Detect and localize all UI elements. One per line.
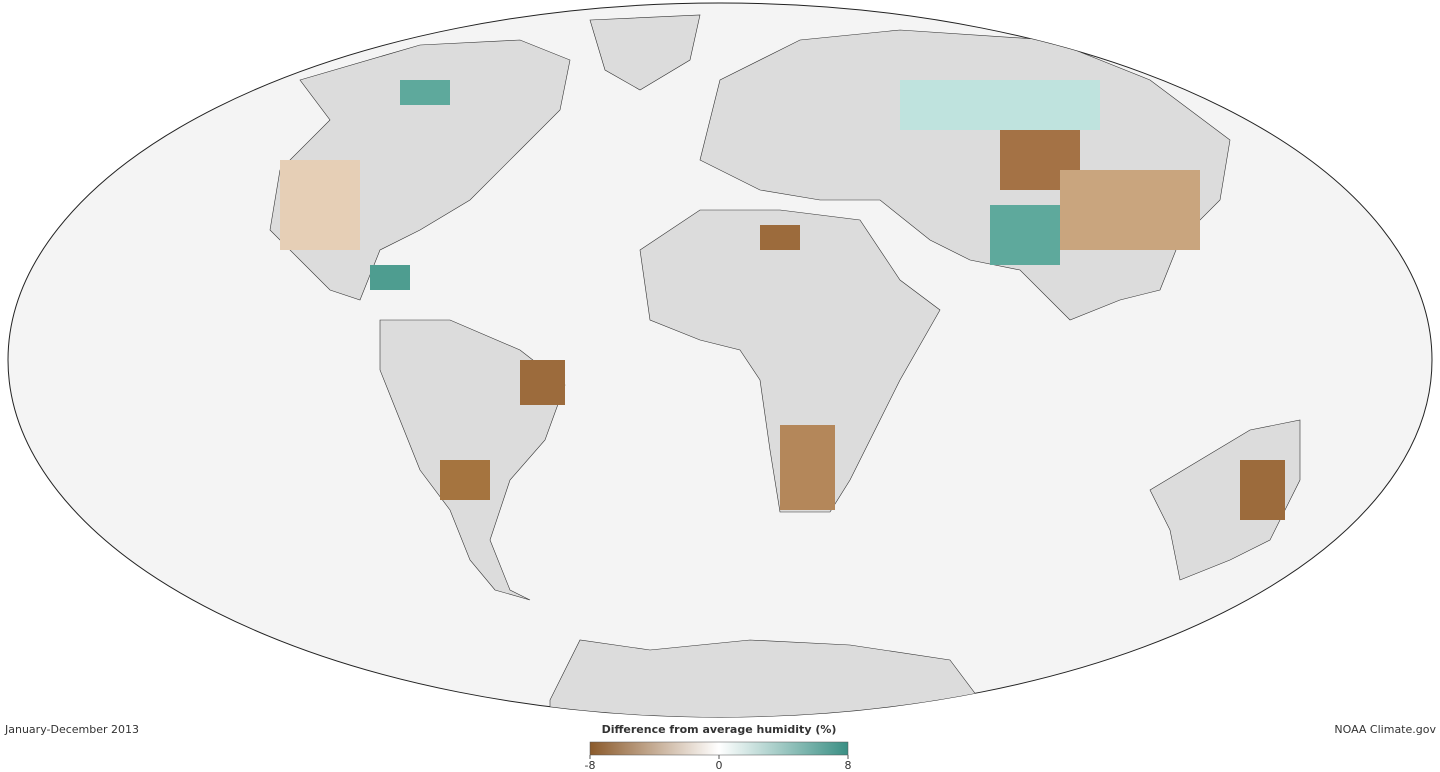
africa bbox=[639, 209, 941, 513]
cell bbox=[780, 425, 835, 510]
cell bbox=[520, 360, 565, 405]
antarctica bbox=[549, 639, 981, 717]
land-masses bbox=[269, 14, 1301, 717]
legend-tick-label: -8 bbox=[585, 759, 596, 772]
cell bbox=[900, 80, 1100, 130]
color-bar bbox=[589, 741, 849, 756]
legend-tick-label: 0 bbox=[716, 759, 723, 772]
cell bbox=[280, 160, 360, 250]
legend-title: Difference from average humidity (%) bbox=[602, 723, 837, 736]
cell bbox=[1060, 170, 1200, 250]
cell bbox=[990, 205, 1060, 265]
legend-tick-label: 8 bbox=[845, 759, 852, 772]
cell bbox=[400, 80, 450, 105]
greenland bbox=[589, 14, 701, 91]
caption: January-December 2013 bbox=[4, 723, 139, 736]
cell bbox=[760, 225, 800, 250]
cell bbox=[370, 265, 410, 290]
cell bbox=[1240, 460, 1285, 520]
anomaly-cells bbox=[280, 80, 1285, 520]
credit: NOAA Climate.gov bbox=[1334, 723, 1436, 736]
cell bbox=[440, 460, 490, 500]
